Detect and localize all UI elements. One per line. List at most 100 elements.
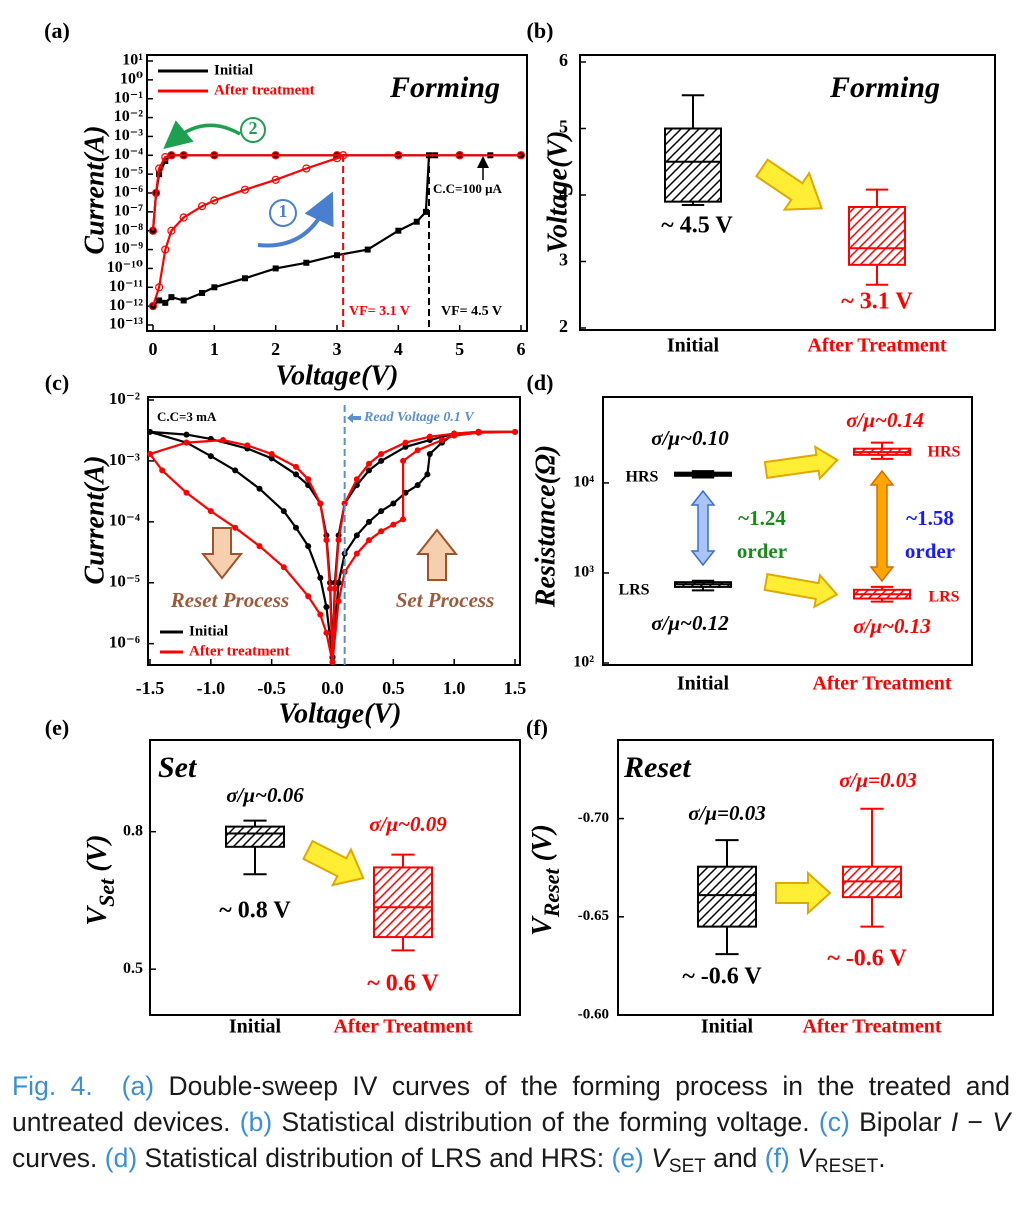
point bbox=[366, 460, 372, 467]
point bbox=[293, 471, 299, 478]
caption-part: − bbox=[958, 1107, 993, 1137]
point bbox=[451, 430, 458, 437]
y-axis-label: Voltage(V) bbox=[542, 131, 573, 254]
legend-label: After treatment bbox=[214, 82, 315, 98]
y-tick-label: 10⁻⁵ bbox=[109, 572, 140, 591]
trend-arrow bbox=[763, 444, 839, 481]
point bbox=[302, 164, 311, 173]
category-label: Initial bbox=[667, 335, 720, 357]
caption-part: I bbox=[950, 1107, 959, 1137]
point bbox=[151, 188, 161, 198]
point bbox=[439, 437, 445, 444]
y-tick-label: 10⁻¹³ bbox=[109, 316, 143, 333]
point bbox=[512, 428, 518, 435]
y-tick-label: 10⁻⁴ bbox=[109, 511, 140, 530]
point bbox=[256, 485, 263, 492]
point bbox=[353, 532, 360, 539]
point bbox=[303, 259, 310, 266]
y-tick-label: 10⁻³ bbox=[114, 127, 143, 144]
point bbox=[147, 450, 153, 457]
ratio-arrow bbox=[690, 489, 716, 567]
y-tick-label: 10⁻⁶ bbox=[109, 633, 140, 652]
y-tick-label: 10⁻¹¹ bbox=[109, 278, 143, 295]
point bbox=[271, 175, 280, 184]
point bbox=[161, 245, 170, 254]
point bbox=[317, 500, 324, 507]
point bbox=[148, 226, 158, 235]
cv-label: σ/μ=0.03 bbox=[688, 801, 766, 825]
point bbox=[426, 450, 433, 457]
ratio-unit: order bbox=[905, 539, 955, 563]
x-tick-label: 0.5 bbox=[382, 678, 405, 698]
series-line bbox=[151, 154, 521, 307]
trend-arrow bbox=[763, 572, 839, 609]
point bbox=[400, 516, 407, 523]
panel-title: Forming bbox=[829, 71, 940, 104]
point bbox=[167, 226, 176, 235]
point bbox=[197, 202, 207, 211]
box bbox=[373, 866, 433, 939]
point bbox=[268, 450, 275, 457]
point bbox=[317, 611, 324, 618]
point bbox=[364, 246, 371, 253]
point bbox=[232, 467, 239, 474]
point bbox=[390, 521, 397, 528]
point bbox=[366, 518, 372, 525]
category-label: After Treatment bbox=[333, 1016, 472, 1038]
y-tick-label: -0.65 bbox=[578, 908, 609, 924]
set-arrow bbox=[415, 528, 459, 581]
plot-frame bbox=[617, 739, 994, 1016]
legend-label: After treatment bbox=[189, 643, 290, 659]
caption-part: (b) bbox=[239, 1107, 273, 1137]
category-label: Initial bbox=[677, 673, 730, 695]
annotation: 2 bbox=[249, 118, 258, 138]
sweep-arrow bbox=[163, 120, 241, 149]
box bbox=[697, 865, 757, 928]
point bbox=[199, 289, 206, 296]
y-tick-label: 10⁻² bbox=[114, 108, 143, 125]
point bbox=[402, 439, 409, 446]
step-circle bbox=[269, 199, 297, 227]
point bbox=[305, 543, 312, 550]
x-tick-label: 5 bbox=[455, 339, 464, 359]
value-label: ~ -0.6 V bbox=[682, 964, 762, 990]
cv-label: σ/μ~0.14 bbox=[846, 408, 924, 432]
panel-label: (f) bbox=[526, 715, 548, 740]
x-tick-label: -1.0 bbox=[197, 678, 226, 698]
y-tick-label: 10⁻⁸ bbox=[114, 221, 143, 238]
x-tick-label: -1.5 bbox=[136, 678, 165, 698]
figure: (a)10¹10⁰10⁻¹10⁻²10⁻³10⁻⁴10⁻⁵10⁻⁶10⁻⁷10⁻… bbox=[44, 18, 996, 1038]
y-tick-label: 0.8 bbox=[123, 822, 143, 839]
point bbox=[159, 467, 166, 474]
value-label: ~ 3.1 V bbox=[841, 289, 913, 315]
x-tick-label: 0.0 bbox=[321, 678, 344, 698]
point bbox=[240, 185, 250, 194]
point bbox=[148, 302, 158, 311]
annotation: Reset Process bbox=[170, 588, 289, 612]
panel-title: Reset bbox=[623, 751, 692, 784]
point bbox=[210, 196, 219, 205]
panel: (b) 2 3 4 5 6 Voltage(V) Forming Initial After Tr… bbox=[527, 18, 996, 357]
caption-part: SET bbox=[668, 1156, 706, 1177]
plot-frame bbox=[147, 396, 521, 666]
point bbox=[317, 574, 324, 581]
x-axis-label: Voltage(V) bbox=[276, 360, 399, 391]
point bbox=[335, 537, 342, 544]
category-label: After Treatment bbox=[812, 673, 951, 695]
point bbox=[155, 164, 164, 173]
value-label: ~ 4.5 V bbox=[661, 213, 733, 239]
cv-label: σ/μ~0.10 bbox=[651, 426, 729, 450]
point bbox=[210, 151, 219, 160]
state-label: HRS bbox=[928, 444, 961, 461]
x-tick-label: 6 bbox=[517, 339, 526, 359]
ratio-label: ~1.58 bbox=[906, 506, 954, 530]
x-tick-label: -0.5 bbox=[257, 678, 286, 698]
point bbox=[426, 433, 433, 440]
value-label: ~ 0.6 V bbox=[367, 971, 439, 997]
point bbox=[378, 450, 385, 457]
y-tick-label: 10⁻⁴ bbox=[114, 146, 143, 163]
y-tick-label: 10² bbox=[573, 654, 594, 671]
y-tick-label: 10⁻⁶ bbox=[114, 184, 143, 201]
y-tick-label: 10⁴ bbox=[573, 474, 594, 491]
